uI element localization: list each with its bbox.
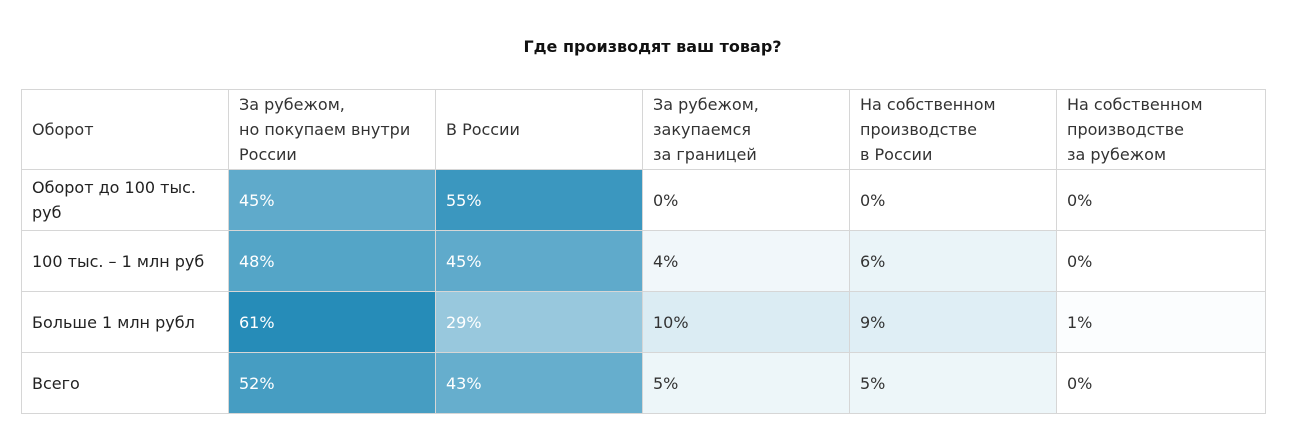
row-header: Больше 1 млн рубл <box>21 291 229 353</box>
heatmap-cell: 0% <box>1056 230 1266 292</box>
cell-value-label: 4% <box>653 251 679 271</box>
row-header-label: Всего <box>32 373 80 393</box>
heatmap-cell: 61% <box>228 291 436 353</box>
column-header-label: За рубежом, закупаемся за границей <box>653 95 759 164</box>
heatmap-cell: 5% <box>642 352 850 414</box>
heatmap-table: Оборот За рубежом, но покупаем внутри Ро… <box>21 89 1266 414</box>
cell-value-label: 52% <box>239 373 275 393</box>
heatmap-cell: 43% <box>435 352 643 414</box>
cell-value-label: 9% <box>860 312 886 332</box>
corner-header: Оборот <box>21 89 229 170</box>
cell-value-label: 48% <box>239 251 275 271</box>
cell-value-label: 43% <box>446 373 482 393</box>
heatmap-cell: 0% <box>1056 352 1266 414</box>
column-header: На собственном производстве в России <box>849 89 1057 170</box>
row-header-label: 100 тыс. – 1 млн руб <box>32 251 205 271</box>
heatmap-cell: 45% <box>228 169 436 231</box>
column-header: За рубежом, закупаемся за границей <box>642 89 850 170</box>
row-header-label: Оборот до 100 тыс. руб <box>32 178 196 222</box>
cell-value-label: 61% <box>239 312 275 332</box>
heatmap-cell: 29% <box>435 291 643 353</box>
cell-value-label: 0% <box>1067 251 1093 271</box>
heatmap-cell: 45% <box>435 230 643 292</box>
cell-value-label: 0% <box>1067 373 1093 393</box>
cell-value-label: 5% <box>653 373 679 393</box>
heatmap-cell: 0% <box>642 169 850 231</box>
column-header: За рубежом, но покупаем внутри России <box>228 89 436 170</box>
heatmap-cell: 0% <box>1056 169 1266 231</box>
cell-value-label: 45% <box>239 190 275 210</box>
cell-value-label: 0% <box>860 190 886 210</box>
heatmap-cell: 0% <box>849 169 1057 231</box>
row-header: Всего <box>21 352 229 414</box>
heatmap-cell: 48% <box>228 230 436 292</box>
column-header-label: В России <box>446 120 520 139</box>
cell-value-label: 10% <box>653 312 689 332</box>
table-row: Оборот до 100 тыс. руб 45% 55% 0% 0% 0% <box>21 169 1266 231</box>
chart-title: Где производят ваш товар? <box>523 37 782 56</box>
column-header: В России <box>435 89 643 170</box>
column-header-label: За рубежом, но покупаем внутри России <box>239 95 411 164</box>
table-row: Больше 1 млн рубл 61% 29% 10% 9% 1% <box>21 291 1266 353</box>
cell-value-label: 0% <box>653 190 679 210</box>
table-row: 100 тыс. – 1 млн руб 48% 45% 4% 6% 0% <box>21 230 1266 292</box>
cell-value-label: 1% <box>1067 312 1093 332</box>
cell-value-label: 55% <box>446 190 482 210</box>
column-header-label: На собственном производстве в России <box>860 95 996 164</box>
corner-header-label: Оборот <box>32 120 94 139</box>
cell-value-label: 6% <box>860 251 886 271</box>
heatmap-cell: 1% <box>1056 291 1266 353</box>
heatmap-cell: 6% <box>849 230 1057 292</box>
heatmap-cell: 10% <box>642 291 850 353</box>
column-header-label: На собственном производстве за рубежом <box>1067 95 1203 164</box>
cell-value-label: 0% <box>1067 190 1093 210</box>
row-header: 100 тыс. – 1 млн руб <box>21 230 229 292</box>
heatmap-body: Оборот до 100 тыс. руб 45% 55% 0% 0% 0% 100 ты… <box>21 169 1266 414</box>
cell-value-label: 45% <box>446 251 482 271</box>
row-header-label: Больше 1 млн рубл <box>32 312 195 332</box>
cell-value-label: 29% <box>446 312 482 332</box>
heatmap-cell: 52% <box>228 352 436 414</box>
heatmap-cell: 4% <box>642 230 850 292</box>
heatmap-cell: 9% <box>849 291 1057 353</box>
table-row: Всего 52% 43% 5% 5% 0% <box>21 352 1266 414</box>
heatmap-cell: 55% <box>435 169 643 231</box>
row-header: Оборот до 100 тыс. руб <box>21 169 229 231</box>
column-header: На собственном производстве за рубежом <box>1056 89 1266 170</box>
cell-value-label: 5% <box>860 373 886 393</box>
header-row: Оборот За рубежом, но покупаем внутри Ро… <box>21 89 1266 170</box>
heatmap-cell: 5% <box>849 352 1057 414</box>
